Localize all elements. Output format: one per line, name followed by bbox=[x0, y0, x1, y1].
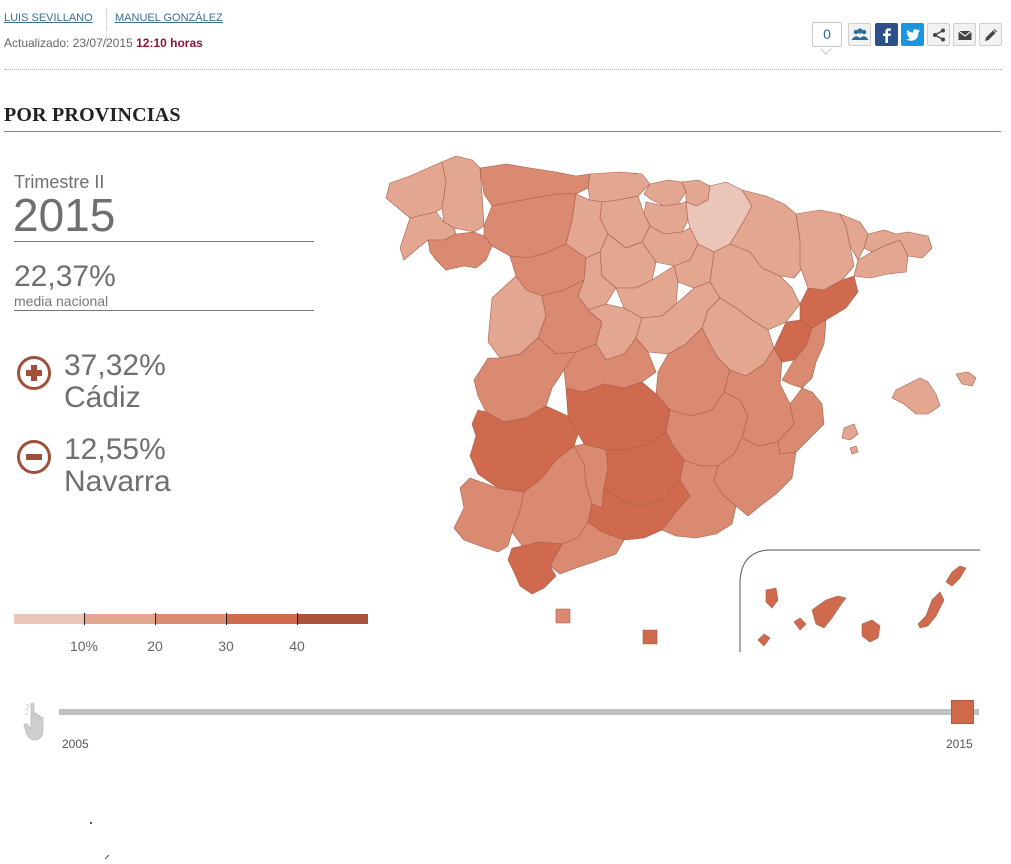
map-province[interactable] bbox=[427, 231, 493, 271]
min-province-name: Navarra bbox=[64, 465, 171, 498]
selected-year: 2015 bbox=[13, 189, 116, 241]
hand-pointer-icon bbox=[23, 702, 44, 741]
map-province[interactable] bbox=[643, 179, 687, 207]
max-province: 37,32% Cádiz bbox=[14, 350, 314, 414]
legend-swatch bbox=[227, 614, 298, 624]
timeline-handle[interactable] bbox=[951, 700, 974, 724]
edit-button[interactable] bbox=[979, 23, 1002, 46]
legend-tick bbox=[226, 613, 227, 625]
map-province[interactable] bbox=[555, 608, 571, 624]
legend-tick bbox=[155, 613, 156, 625]
legend-swatch bbox=[14, 614, 85, 624]
map-province[interactable] bbox=[839, 213, 869, 261]
province-map bbox=[385, 155, 980, 652]
email-button[interactable] bbox=[953, 23, 976, 46]
author-link[interactable]: LUIS SEVILLANO bbox=[4, 12, 93, 24]
byline-separator bbox=[4, 69, 1001, 70]
map-province[interactable] bbox=[917, 591, 945, 629]
legend-swatch bbox=[85, 614, 156, 624]
map-province[interactable] bbox=[793, 617, 807, 631]
community-icon bbox=[852, 28, 868, 40]
map-province[interactable] bbox=[587, 171, 651, 203]
map-province[interactable] bbox=[385, 161, 447, 219]
map-province[interactable] bbox=[729, 189, 805, 279]
map-province[interactable] bbox=[781, 319, 827, 389]
map-province[interactable] bbox=[861, 619, 881, 643]
timeline-start-label: 2005 bbox=[62, 737, 89, 751]
map-province[interactable] bbox=[765, 587, 779, 609]
share-button[interactable] bbox=[927, 23, 950, 46]
min-province: 12,55% Navarra bbox=[14, 434, 314, 498]
community-button[interactable] bbox=[848, 23, 871, 46]
map-province[interactable] bbox=[841, 423, 859, 441]
plus-circle-icon bbox=[17, 356, 51, 390]
legend-swatch bbox=[298, 614, 368, 624]
map-province[interactable] bbox=[955, 371, 977, 387]
footer-mark bbox=[90, 822, 92, 824]
timeline-track[interactable] bbox=[59, 709, 979, 715]
legend-tick-label: 20 bbox=[147, 638, 163, 654]
national-average-value: 22,37% bbox=[14, 260, 116, 293]
map-province[interactable] bbox=[757, 633, 771, 647]
byline-divider bbox=[106, 8, 107, 48]
twitter-button[interactable] bbox=[901, 23, 924, 46]
map-province[interactable] bbox=[863, 229, 933, 259]
legend-tick-label: 30 bbox=[218, 638, 234, 654]
map-province[interactable] bbox=[945, 565, 967, 587]
national-average-label: media nacional bbox=[14, 293, 109, 309]
facebook-button[interactable] bbox=[875, 23, 898, 46]
facebook-icon bbox=[883, 28, 891, 43]
legend-tick bbox=[84, 613, 85, 625]
min-value: 12,55% bbox=[64, 433, 166, 466]
map-province[interactable] bbox=[849, 445, 859, 455]
update-info: Actualizado: 23/07/2015 12:10 horas bbox=[4, 36, 203, 50]
map-province[interactable] bbox=[811, 595, 847, 629]
byline: LUIS SEVILLANO MANUEL GONZÁLEZ Actualiza… bbox=[4, 8, 1004, 70]
twitter-icon bbox=[906, 29, 920, 41]
color-legend: 10% 20 30 40 bbox=[14, 613, 368, 656]
map-province[interactable] bbox=[507, 541, 563, 595]
stats-divider bbox=[14, 241, 314, 242]
max-value: 37,32% bbox=[64, 349, 166, 382]
email-icon bbox=[958, 30, 972, 40]
map-province[interactable] bbox=[441, 155, 485, 233]
map-province[interactable] bbox=[795, 209, 855, 291]
share-icon bbox=[933, 28, 945, 42]
section-title: POR PROVINCIAS bbox=[4, 104, 181, 126]
edit-icon bbox=[985, 29, 997, 41]
stats-divider bbox=[14, 310, 314, 311]
update-label: Actualizado: 23/07/2015 bbox=[4, 36, 133, 50]
timeline-end-label: 2015 bbox=[946, 737, 973, 751]
legend-tick-label: 40 bbox=[289, 638, 305, 654]
minus-circle-icon bbox=[17, 440, 51, 474]
legend-tick-label: 10% bbox=[69, 638, 99, 654]
legend-swatch bbox=[156, 614, 227, 624]
max-province-name: Cádiz bbox=[64, 381, 141, 414]
map-province[interactable] bbox=[891, 377, 941, 415]
author-link[interactable]: MANUEL GONZÁLEZ bbox=[115, 12, 223, 24]
comment-count-button[interactable]: 0 bbox=[812, 22, 842, 47]
map-province[interactable] bbox=[642, 629, 658, 645]
footer-mark bbox=[104, 854, 110, 860]
canary-islands-frame bbox=[739, 549, 980, 652]
update-time: 12:10 horas bbox=[136, 36, 203, 50]
section-title-rule bbox=[4, 131, 1001, 132]
period-label: Trimestre II bbox=[14, 172, 105, 192]
legend-tick bbox=[297, 613, 298, 625]
map-province[interactable] bbox=[473, 337, 577, 423]
map-province[interactable] bbox=[661, 459, 737, 539]
